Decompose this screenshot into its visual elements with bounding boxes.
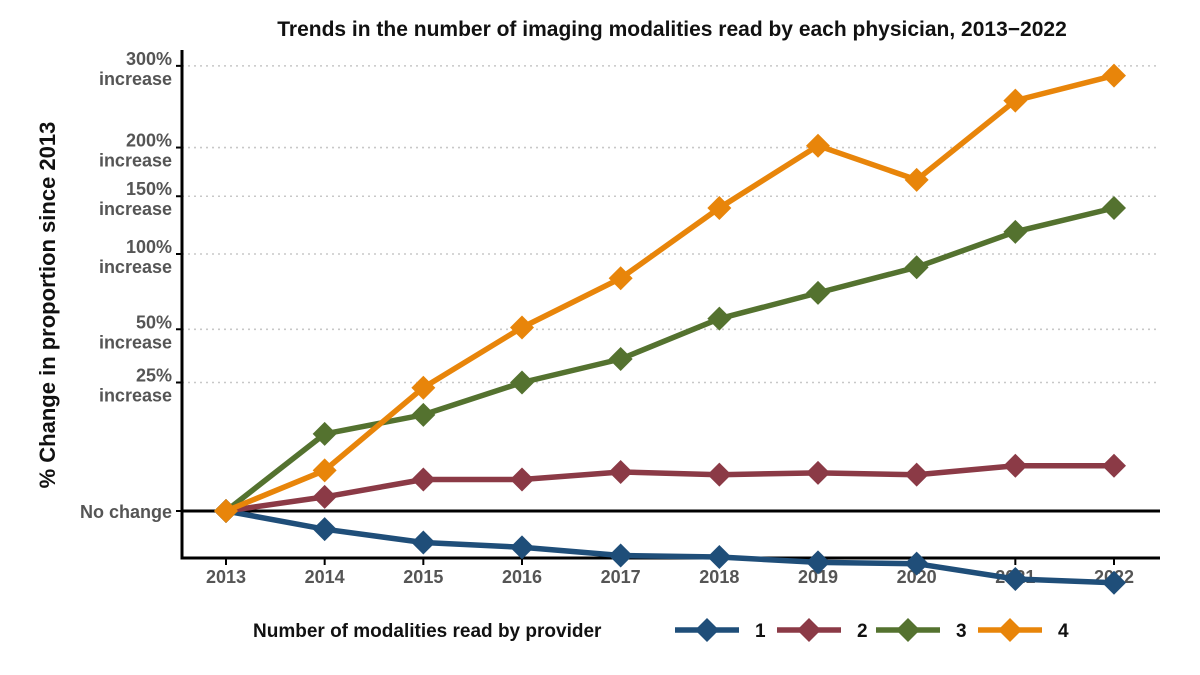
legend-label: 1 — [755, 621, 766, 642]
data-point-series-1 — [1102, 570, 1126, 595]
data-point-series-3 — [411, 402, 436, 427]
data-point-series-4 — [510, 315, 534, 340]
chart-title: Trends in the number of imaging modaliti… — [277, 18, 1067, 41]
data-point-series-1 — [806, 550, 830, 575]
legend-label: 2 — [857, 621, 868, 642]
legend-title: Number of modalities read by provider — [253, 621, 602, 642]
data-point-series-3 — [707, 306, 732, 331]
y-tick-label-sub: increase — [99, 386, 172, 406]
legend-item-4: 4 — [978, 618, 1069, 642]
data-point-series-4 — [214, 499, 238, 523]
x-tick-label: 2014 — [305, 567, 345, 587]
y-tick-label-sub: increase — [99, 199, 172, 219]
series-line-1 — [223, 508, 1117, 586]
data-point-series-2 — [1102, 453, 1126, 478]
data-point-series-1 — [904, 551, 929, 576]
axes — [176, 50, 1160, 560]
data-point-series-2 — [707, 462, 732, 487]
y-tick-label: 25% — [136, 366, 172, 386]
x-tick-label: 2020 — [897, 567, 937, 587]
y-tick-label-sub: increase — [99, 257, 172, 277]
x-tick-label: 2018 — [699, 567, 739, 587]
legend-item-1: 1 — [675, 618, 766, 642]
data-point-series-3 — [904, 255, 929, 280]
data-point-series-1 — [312, 517, 337, 542]
y-tick-label-sub: increase — [99, 69, 172, 89]
legend-swatch-marker — [998, 618, 1022, 642]
data-point-series-3 — [510, 370, 534, 395]
series-line-4 — [223, 72, 1117, 514]
legend-swatch-marker — [695, 618, 719, 642]
y-tick-label: 100% — [126, 237, 172, 257]
legend: Number of modalities read by provider 1 2… — [253, 618, 1069, 642]
y-tick-label: 200% — [126, 131, 172, 151]
x-tick-label: 2016 — [502, 567, 542, 587]
data-point-series-1 — [510, 535, 534, 560]
series-line-2 — [223, 463, 1117, 514]
data-point-series-3 — [806, 280, 830, 305]
legend-label: 4 — [1058, 621, 1069, 642]
y-tick-label: 300% — [126, 49, 172, 69]
data-point-series-4 — [1102, 63, 1126, 88]
data-point-series-1 — [608, 543, 633, 568]
series-layer — [214, 63, 1126, 595]
series-1 — [214, 499, 1126, 595]
x-axis-ticks: 2013201420152016201720182019202020212022 — [206, 558, 1134, 587]
data-point-series-4 — [312, 458, 337, 483]
data-point-series-1 — [1003, 566, 1028, 591]
data-point-series-2 — [510, 467, 534, 492]
series-line-3 — [223, 205, 1117, 514]
legend-swatch-marker — [896, 618, 920, 642]
y-tick-label: 150% — [126, 179, 172, 199]
series-4 — [214, 63, 1126, 523]
data-point-series-4 — [411, 375, 436, 400]
x-tick-label: 2017 — [601, 567, 641, 587]
data-point-series-4 — [707, 196, 732, 221]
data-point-series-2 — [312, 484, 337, 509]
data-point-series-3 — [1102, 196, 1126, 221]
x-tick-label: 2019 — [798, 567, 838, 587]
data-point-series-2 — [806, 460, 830, 485]
data-point-series-3 — [1003, 219, 1028, 244]
data-point-series-2 — [904, 462, 929, 487]
data-point-series-2 — [608, 460, 633, 485]
data-point-series-3 — [608, 346, 633, 371]
x-tick-label: 2013 — [206, 567, 246, 587]
y-tick-label: 50% — [136, 312, 172, 332]
legend-item-3: 3 — [876, 618, 967, 642]
data-point-series-3 — [312, 421, 337, 446]
y-axis-ticks: No change25%increase50%increase100%incre… — [80, 49, 172, 522]
data-point-series-1 — [707, 544, 732, 569]
gridlines — [182, 65, 1160, 384]
data-point-series-4 — [608, 266, 633, 291]
series-2 — [214, 453, 1126, 523]
y-tick-label: No change — [80, 502, 172, 522]
legend-swatch-marker — [797, 618, 821, 642]
y-tick-label-sub: increase — [99, 332, 172, 352]
legend-label: 3 — [956, 621, 967, 642]
data-point-series-2 — [411, 467, 436, 492]
data-point-series-2 — [1003, 453, 1028, 478]
x-tick-label: 2015 — [403, 567, 443, 587]
y-tick-label-sub: increase — [99, 151, 172, 171]
y-axis-label: % Change in proportion since 2013 — [35, 122, 60, 489]
data-point-series-4 — [806, 133, 830, 158]
data-point-series-4 — [904, 167, 929, 192]
data-point-series-1 — [411, 530, 436, 555]
data-point-series-4 — [1003, 88, 1028, 113]
legend-item-2: 2 — [777, 618, 868, 642]
